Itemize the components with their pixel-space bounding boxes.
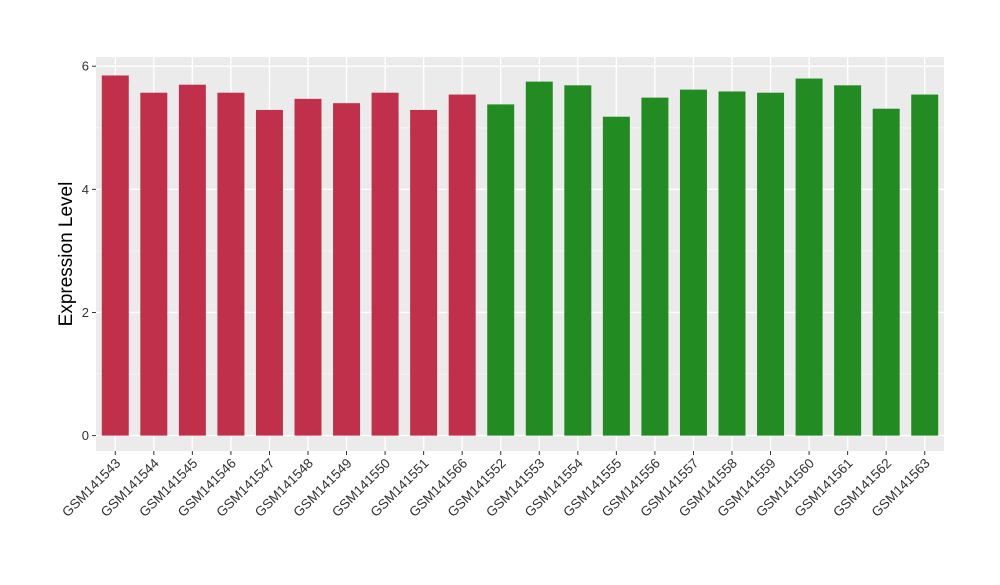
bar (410, 109, 438, 436)
bar (872, 108, 900, 436)
bar (448, 94, 476, 436)
bar (564, 85, 592, 436)
bar (101, 75, 129, 436)
bar (371, 92, 399, 436)
y-axis-title: Expression Level (56, 182, 77, 327)
bar (140, 92, 168, 436)
bar (487, 104, 515, 436)
y-tick-label: 2 (82, 305, 89, 320)
y-axis: 0 2 4 6 (82, 59, 96, 443)
bar (641, 97, 669, 436)
y-tick-label: 0 (82, 428, 89, 443)
bar (679, 89, 707, 436)
bar (718, 91, 746, 436)
bar (834, 85, 862, 436)
bar (294, 98, 322, 436)
y-tick-label: 6 (82, 59, 89, 74)
bar (602, 116, 630, 436)
bar (333, 103, 361, 436)
bar (255, 109, 283, 436)
bar (757, 92, 785, 436)
y-tick-label: 4 (82, 182, 89, 197)
bar (795, 78, 823, 436)
bar (911, 94, 939, 436)
x-axis: GSM141543GSM141544GSM141545GSM141546GSM1… (59, 451, 933, 520)
bars (101, 75, 939, 436)
bar (525, 81, 553, 436)
bar (178, 84, 206, 436)
bar (217, 92, 245, 436)
